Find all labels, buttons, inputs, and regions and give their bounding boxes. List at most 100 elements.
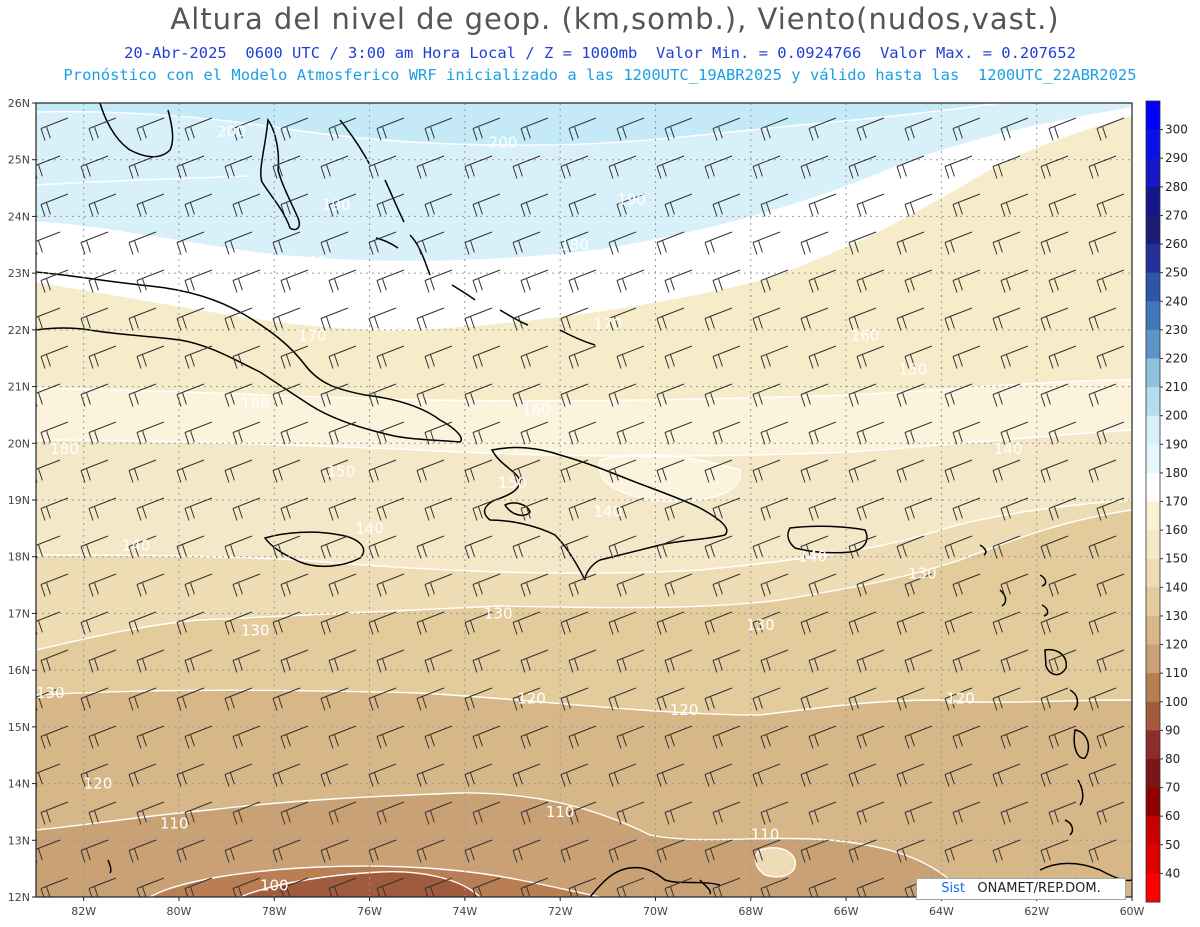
- wind-barb: [128, 687, 157, 711]
- wind-barb: [752, 839, 781, 863]
- wind-barb: [904, 345, 933, 369]
- lat-tick-label: 18N: [8, 551, 30, 564]
- wind-barb: [1096, 117, 1125, 141]
- wind-barb: [136, 573, 165, 597]
- wind-barb: [176, 459, 205, 483]
- wind-barb: [944, 307, 973, 331]
- wind-barb: [376, 269, 405, 293]
- wind-barb: [128, 383, 157, 407]
- wind-barb: [608, 839, 637, 863]
- colorbar-label: 250: [1165, 266, 1188, 280]
- colorbar-label: 170: [1165, 495, 1188, 509]
- wind-barb: [464, 687, 493, 711]
- wind-barb: [320, 763, 349, 787]
- colorbar-label: 130: [1165, 609, 1188, 623]
- wind-barb: [856, 269, 885, 293]
- wind-barb: [80, 763, 109, 787]
- wind-barb: [800, 231, 829, 255]
- wind-barb: [904, 725, 933, 749]
- wind-barb: [464, 839, 493, 863]
- wind-barb: [608, 763, 637, 787]
- wind-barb: [320, 307, 349, 331]
- lon-tick-label: 60W: [1120, 905, 1145, 918]
- contour-label: 110: [160, 814, 189, 832]
- wind-barb: [280, 345, 309, 369]
- wind-barb: [1096, 573, 1125, 597]
- wind-barb: [416, 611, 445, 635]
- colorbar-swatch: [1146, 530, 1160, 560]
- coast-puerto-rico: [787, 525, 868, 554]
- wind-barb: [176, 307, 205, 331]
- wind-barb: [40, 269, 69, 293]
- wind-barb: [856, 649, 885, 673]
- wind-barb: [424, 117, 453, 141]
- wind-barb: [424, 421, 453, 445]
- wind-barb: [760, 497, 789, 521]
- wind-barb: [280, 573, 309, 597]
- wind-barb: [808, 193, 837, 217]
- wind-barb: [800, 155, 829, 179]
- wind-barb: [1096, 193, 1125, 217]
- wind-barb: [88, 269, 117, 293]
- wind-barb: [224, 763, 253, 787]
- colorbar-swatch: [1146, 158, 1160, 188]
- lat-tick-label: 21N: [8, 381, 30, 394]
- wind-barb: [224, 535, 253, 559]
- wind-barb: [1000, 573, 1029, 597]
- wind-barb: [1000, 269, 1029, 293]
- wind-barb: [128, 231, 157, 255]
- colorbar-label: 300: [1165, 123, 1188, 137]
- contour-label: 140: [798, 548, 827, 566]
- wind-barb: [568, 117, 597, 141]
- wind-barb: [368, 459, 397, 483]
- wind-barb: [952, 725, 981, 749]
- wind-barb: [1048, 193, 1077, 217]
- wind-barb: [952, 573, 981, 597]
- contour-label: 140: [594, 502, 623, 520]
- wind-barb: [808, 117, 837, 141]
- wind-barb: [992, 611, 1021, 635]
- contour-label: 140: [355, 519, 384, 537]
- wind-barb: [512, 383, 541, 407]
- wind-barb: [520, 421, 549, 445]
- wind-barb: [224, 307, 253, 331]
- wind-barb: [376, 573, 405, 597]
- wind-barb: [520, 117, 549, 141]
- wind-barb: [608, 611, 637, 635]
- colorbar-swatch: [1146, 873, 1160, 903]
- wind-barb: [328, 345, 357, 369]
- wind-barb: [416, 383, 445, 407]
- wind-barb: [376, 649, 405, 673]
- contour-label: 160: [851, 327, 880, 345]
- wind-barb: [280, 725, 309, 749]
- wind-barb: [224, 459, 253, 483]
- wind-barb: [280, 497, 309, 521]
- wind-barb: [992, 155, 1021, 179]
- wind-barb: [752, 611, 781, 635]
- wind-barb: [184, 269, 213, 293]
- wind-barb: [176, 535, 205, 559]
- band-180: [36, 103, 1132, 330]
- valid-time-subtitle: 20-Abr-2025 0600 UTC / 3:00 am Hora Loca…: [124, 44, 1076, 62]
- wind-barb: [328, 269, 357, 293]
- wind-barb: [560, 307, 589, 331]
- wind-barb: [712, 649, 741, 673]
- wind-barb: [280, 117, 309, 141]
- wind-barb: [1040, 231, 1069, 255]
- longitude-axis: 82W 80W 78W 76W 74W 72W 70W 68W 66W 64W 62W 60W: [71, 897, 1145, 918]
- wind-barb: [136, 649, 165, 673]
- contour-label: 130: [746, 616, 775, 634]
- wind-barb: [472, 345, 501, 369]
- wind-barb: [472, 421, 501, 445]
- wind-barb: [608, 231, 637, 255]
- contour-label: 170: [594, 315, 623, 333]
- wind-barb: [272, 459, 301, 483]
- wind-barb: [184, 193, 213, 217]
- wind-barb: [944, 687, 973, 711]
- wind-barb: [944, 459, 973, 483]
- wind-barb: [1088, 611, 1117, 635]
- wind-barb: [568, 421, 597, 445]
- credit-text: ONAMET/REP.DOM.: [977, 881, 1101, 896]
- wind-barb: [128, 535, 157, 559]
